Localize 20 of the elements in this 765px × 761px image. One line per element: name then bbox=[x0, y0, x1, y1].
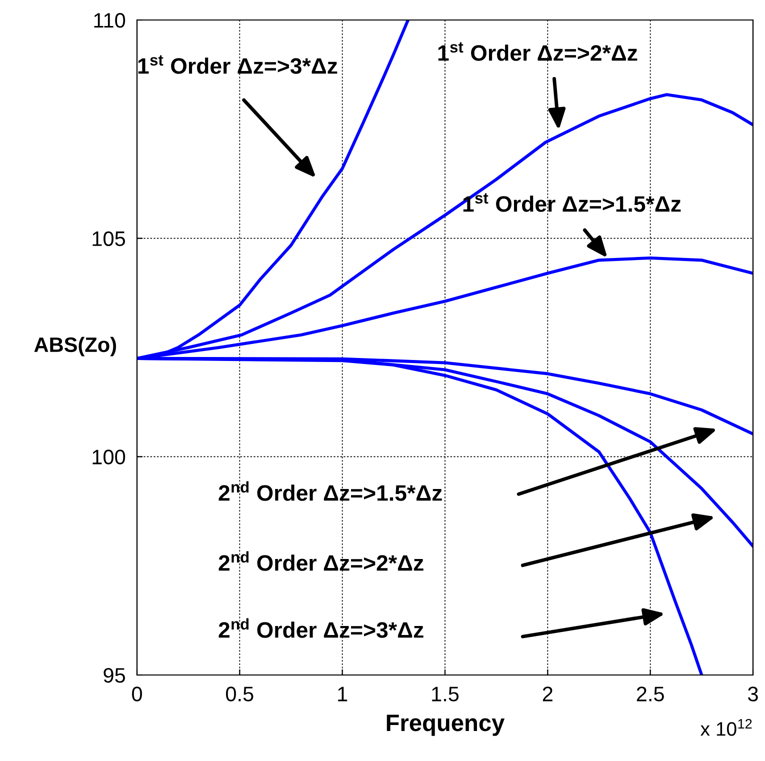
annotation: 2$^{nd}$ Order Δz=>1.5*Δz bbox=[218, 481, 442, 501]
annotation: 1$^{st}$ Order Δz=>3*Δz bbox=[138, 55, 338, 74]
x-tick-label: 0.5 bbox=[226, 686, 254, 702]
x-tick-label: 2.5 bbox=[636, 686, 664, 702]
y-tick-label: 105 bbox=[92, 231, 126, 246]
x-tick-label: 1 bbox=[338, 686, 348, 702]
y-tick-label: 95 bbox=[104, 668, 126, 683]
y-tick-label: 100 bbox=[92, 450, 126, 464]
x-tick-label: 2 bbox=[542, 686, 552, 702]
text: x 10$^{12}$ bbox=[700, 718, 752, 736]
x-axis-title: Frequency bbox=[386, 714, 505, 736]
x-tick-label: 3 bbox=[748, 686, 758, 702]
annotation: 2$^{nd}$ Order Δz=>3*Δz bbox=[218, 618, 424, 638]
annotation: 1$^{st}$ Order Δz=>2*Δz bbox=[438, 42, 638, 61]
y-axis-title: ABS(Zo) bbox=[34, 336, 116, 356]
annotation: 1$^{st}$ Order Δz=>1.5*Δz bbox=[463, 193, 681, 212]
y-tick-label: 110 bbox=[94, 13, 126, 28]
annotation: 2$^{nd}$ Order Δz=>2*Δz bbox=[218, 551, 424, 571]
x-tick-label: 0 bbox=[132, 686, 142, 702]
x-tick-label: 1.5 bbox=[432, 686, 459, 702]
